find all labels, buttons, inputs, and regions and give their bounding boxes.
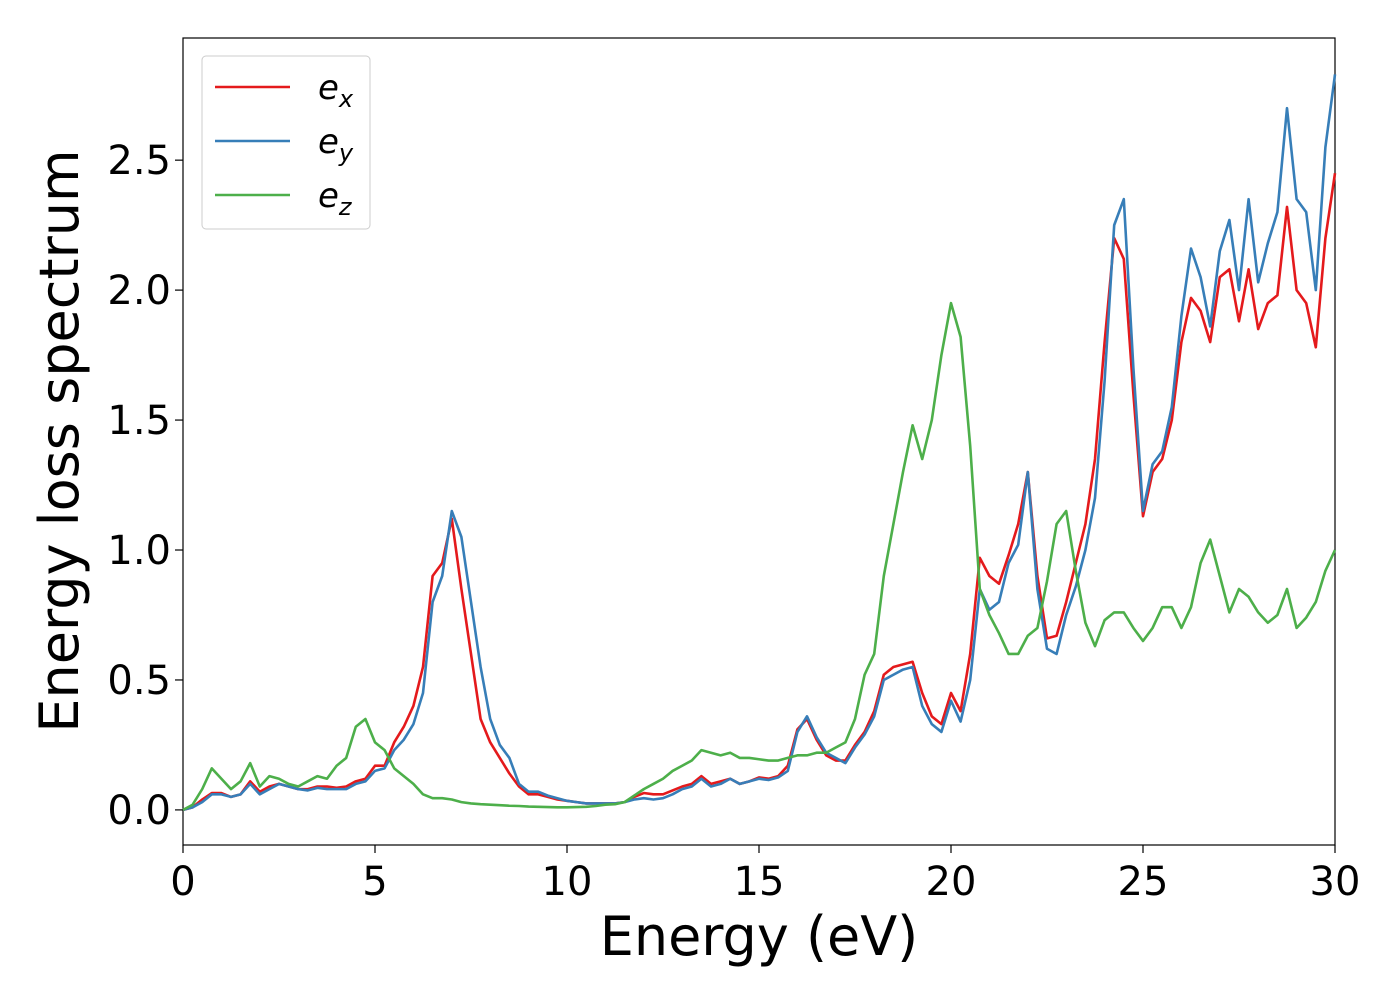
y-axis-label: Energy loss spectrum [28,149,91,732]
data-line [182,74,1337,812]
x-tick-label: 15 [734,859,785,905]
x-tick-label: 30 [1310,859,1361,905]
y-tick-label: 1.5 [107,398,171,444]
legend: ex ey ez [201,55,371,230]
x-tick-label: 20 [926,859,977,905]
y-tick-label: 2.5 [107,138,171,184]
x-tick-label: 0 [170,859,195,905]
plot-frame [182,37,1336,846]
data-line [182,301,1337,812]
x-tick-label: 10 [542,859,593,905]
y-tick-label: 1.0 [107,528,171,574]
x-tick-label: 25 [1118,859,1169,905]
legend-label: ez [318,176,353,221]
y-tick-label: 2.0 [107,268,171,314]
y-tick-label: 0.5 [107,658,171,704]
legend-box [201,55,371,230]
legend-label: ey [318,122,354,167]
x-tick-label: 5 [362,859,387,905]
y-tick-label: 0.0 [107,788,171,834]
x-axis-label: Energy (eV) [600,905,919,968]
legend-label: ex [318,68,354,113]
